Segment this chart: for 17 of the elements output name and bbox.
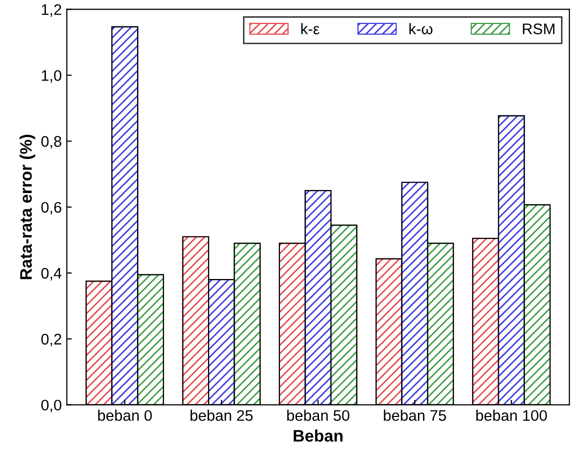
- y-tick-label: 0,0: [41, 400, 62, 412]
- x-tick-label: beban 75: [384, 410, 446, 421]
- legend-label: k-ε: [301, 23, 320, 34]
- x-tick-label: beban 50: [287, 410, 350, 421]
- y-tick-label: 0,6: [41, 202, 62, 215]
- x-tick-label: beban 0: [98, 410, 152, 421]
- x-tick-label: beban 100: [476, 410, 547, 421]
- x-axis-title: Beban: [294, 429, 343, 442]
- y-tick-label: 0,4: [41, 268, 62, 280]
- y-tick-label: 1,0: [42, 70, 62, 83]
- legend-label: RSM: [522, 24, 554, 34]
- y-tick-label: 0,8: [41, 136, 62, 149]
- y-tick-label: 0,2: [41, 334, 62, 346]
- y-tick-label: 1,2: [42, 4, 62, 17]
- x-tick-label: beban 25: [190, 410, 253, 421]
- y-axis-title: Rata-rata error (%): [20, 134, 36, 280]
- legend-label: k-ω: [409, 23, 432, 34]
